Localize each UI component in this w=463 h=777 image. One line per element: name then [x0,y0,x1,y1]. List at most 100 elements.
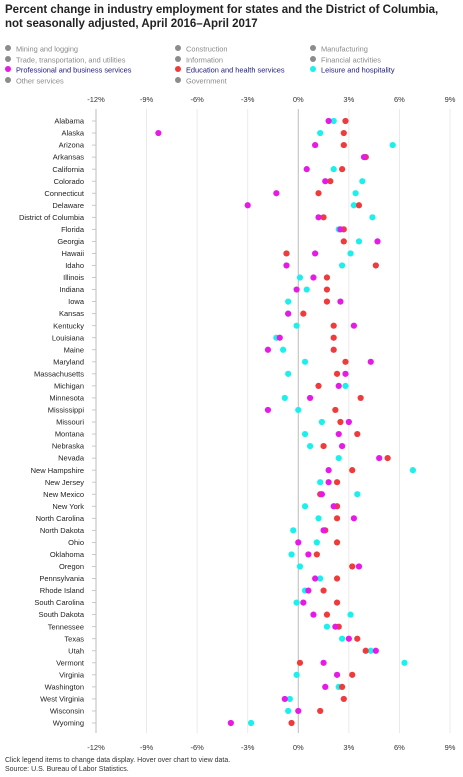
data-point-professional-and-business-services[interactable] [330,503,337,510]
data-point-professional-and-business-services[interactable] [227,719,234,727]
legend-item[interactable]: Education and health services [175,65,285,75]
data-point-professional-and-business-services[interactable] [374,238,381,245]
data-point-professional-and-business-services[interactable] [293,286,300,293]
data-point-education-and-health-services[interactable] [372,262,379,269]
data-point-leisure-and-hospitality[interactable] [352,190,359,197]
data-point-education-and-health-services[interactable] [354,430,361,438]
data-point-leisure-and-hospitality[interactable] [295,406,302,414]
data-point-education-and-health-services[interactable] [323,274,331,281]
data-point-professional-and-business-services[interactable] [350,515,358,522]
legend-item[interactable]: Professional and business services [5,65,131,75]
data-point-leisure-and-hospitality[interactable] [303,286,310,293]
data-point-leisure-and-hospitality[interactable] [335,455,342,462]
data-point-leisure-and-hospitality[interactable] [290,527,297,534]
data-point-education-and-health-services[interactable] [362,647,369,654]
data-point-professional-and-business-services[interactable] [310,611,317,618]
data-point-professional-and-business-services[interactable] [283,262,290,269]
data-point-leisure-and-hospitality[interactable] [293,671,300,678]
data-point-education-and-health-services[interactable] [357,394,364,402]
data-point-education-and-health-services[interactable] [300,310,307,317]
data-point-leisure-and-hospitality[interactable] [288,551,295,558]
legend-item[interactable]: Manufacturing [310,44,368,54]
data-point-education-and-health-services[interactable] [333,479,341,486]
data-point-professional-and-business-services[interactable] [355,563,363,570]
legend-item[interactable]: Trade, transportation, and utilities [5,55,125,64]
data-point-education-and-health-services[interactable] [349,563,356,570]
data-point-professional-and-business-services[interactable] [276,334,283,341]
data-point-leisure-and-hospitality[interactable] [409,467,417,474]
data-point-education-and-health-services[interactable] [332,406,339,414]
data-point-leisure-and-hospitality[interactable] [296,563,304,570]
data-point-leisure-and-hospitality[interactable] [347,611,354,618]
data-point-leisure-and-hospitality[interactable] [339,262,346,269]
data-point-education-and-health-services[interactable] [340,238,347,245]
data-point-education-and-health-services[interactable] [354,635,361,642]
data-point-leisure-and-hospitality[interactable] [330,166,337,173]
data-point-professional-and-business-services[interactable] [322,178,329,185]
data-point-education-and-health-services[interactable] [342,358,349,365]
data-point-leisure-and-hospitality[interactable] [318,418,325,426]
data-point-professional-and-business-services[interactable] [300,599,307,606]
data-point-leisure-and-hospitality[interactable] [359,178,366,185]
data-point-leisure-and-hospitality[interactable] [317,129,324,137]
data-point-professional-and-business-services[interactable] [367,358,374,365]
data-point-education-and-health-services[interactable] [333,575,341,582]
data-point-professional-and-business-services[interactable] [318,491,325,498]
data-point-leisure-and-hospitality[interactable] [280,346,287,353]
data-point-education-and-health-services[interactable] [330,322,337,329]
data-point-education-and-health-services[interactable] [315,190,322,197]
data-point-professional-and-business-services[interactable] [264,346,272,353]
data-point-professional-and-business-services[interactable] [312,141,319,149]
data-point-leisure-and-hospitality[interactable] [330,117,337,125]
data-point-professional-and-business-services[interactable] [350,322,358,329]
data-point-education-and-health-services[interactable] [330,346,337,353]
data-point-professional-and-business-services[interactable] [339,442,346,450]
data-point-leisure-and-hospitality[interactable] [342,382,349,389]
data-point-leisure-and-hospitality[interactable] [293,599,300,606]
data-point-professional-and-business-services[interactable] [155,129,162,137]
data-point-leisure-and-hospitality[interactable] [281,394,288,402]
data-point-professional-and-business-services[interactable] [281,695,288,703]
data-point-professional-and-business-services[interactable] [335,430,342,438]
data-point-education-and-health-services[interactable] [323,286,331,293]
data-point-leisure-and-hospitality[interactable] [355,238,363,245]
data-point-education-and-health-services[interactable] [384,455,391,462]
legend-item[interactable]: Other services [5,76,64,85]
data-point-leisure-and-hospitality[interactable] [301,503,309,510]
data-point-professional-and-business-services[interactable] [312,250,319,257]
data-point-leisure-and-hospitality[interactable] [339,635,346,642]
data-point-leisure-and-hospitality[interactable] [401,659,408,666]
data-point-education-and-health-services[interactable] [315,382,322,389]
data-point-education-and-health-services[interactable] [355,202,363,209]
data-point-education-and-health-services[interactable] [317,707,324,715]
data-point-leisure-and-hospitality[interactable] [317,575,324,582]
data-point-professional-and-business-services[interactable] [372,647,379,654]
data-point-professional-and-business-services[interactable] [310,274,317,281]
data-point-leisure-and-hospitality[interactable] [293,322,300,329]
data-point-professional-and-business-services[interactable] [332,623,339,630]
data-point-education-and-health-services[interactable] [333,515,341,522]
data-point-education-and-health-services[interactable] [333,599,341,606]
data-point-professional-and-business-services[interactable] [345,635,352,642]
data-point-education-and-health-services[interactable] [288,719,295,727]
legend-item[interactable]: Mining and logging [5,44,78,54]
data-point-leisure-and-hospitality[interactable] [286,695,293,703]
data-point-professional-and-business-services[interactable] [273,190,280,197]
data-point-professional-and-business-services[interactable] [264,406,272,414]
data-point-professional-and-business-services[interactable] [325,479,332,486]
data-point-leisure-and-hospitality[interactable] [315,515,322,522]
data-point-leisure-and-hospitality[interactable] [306,442,314,450]
data-point-education-and-health-services[interactable] [323,298,331,305]
data-point-professional-and-business-services[interactable] [285,310,292,317]
data-point-leisure-and-hospitality[interactable] [313,539,320,546]
data-point-education-and-health-services[interactable] [327,178,334,185]
data-point-education-and-health-services[interactable] [313,551,320,558]
data-point-professional-and-business-services[interactable] [303,166,310,173]
data-point-professional-and-business-services[interactable] [312,575,319,582]
data-point-professional-and-business-services[interactable] [337,226,344,233]
legend-item[interactable]: Construction [175,44,228,54]
data-point-education-and-health-services[interactable] [339,683,346,690]
data-point-professional-and-business-services[interactable] [315,214,322,221]
data-point-leisure-and-hospitality[interactable] [301,358,309,365]
